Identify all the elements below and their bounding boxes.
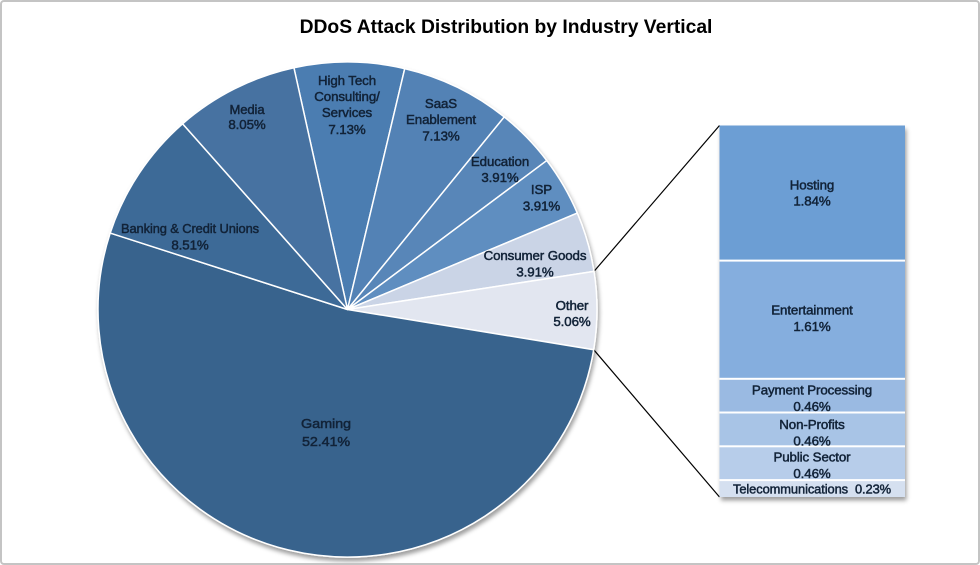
svg-text:Education: Education [471, 154, 529, 169]
svg-text:0.46%: 0.46% [793, 434, 830, 449]
svg-text:Services: Services [322, 105, 373, 120]
svg-text:7.13%: 7.13% [422, 129, 459, 144]
svg-text:Media: Media [230, 102, 266, 117]
svg-text:ISP: ISP [531, 182, 552, 197]
svg-text:Non-Profits: Non-Profits [779, 417, 845, 432]
svg-text:8.05%: 8.05% [228, 117, 265, 132]
svg-text:Gaming: Gaming [301, 416, 351, 431]
svg-text:Hosting: Hosting [790, 178, 834, 193]
svg-text:Entertainment: Entertainment [771, 303, 853, 318]
svg-text:5.06%: 5.06% [553, 314, 590, 329]
svg-text:3.91%: 3.91% [523, 199, 560, 214]
svg-text:7.13%: 7.13% [328, 122, 365, 137]
svg-text:0.46%: 0.46% [793, 466, 830, 481]
svg-text:3.91%: 3.91% [481, 170, 518, 185]
svg-text:Payment Processing: Payment Processing [752, 383, 872, 398]
svg-text:8.51%: 8.51% [171, 238, 208, 253]
svg-text:Public Sector: Public Sector [773, 450, 851, 465]
svg-text:Other: Other [556, 298, 589, 313]
svg-text:52.41%: 52.41% [302, 434, 350, 449]
svg-text:SaaS: SaaS [425, 96, 457, 111]
svg-text:3.91%: 3.91% [516, 265, 553, 280]
svg-text:Banking & Credit Unions: Banking & Credit Unions [121, 221, 259, 236]
svg-text:0.46%: 0.46% [793, 399, 830, 414]
svg-text:1.61%: 1.61% [793, 319, 830, 334]
svg-text:Consumer Goods: Consumer Goods [484, 248, 587, 263]
svg-text:1.84%: 1.84% [793, 194, 830, 209]
svg-text:High Tech: High Tech [318, 73, 376, 88]
svg-text:Telecommunications 0.23%: Telecommunications 0.23% [733, 482, 891, 497]
svg-text:Enablement: Enablement [406, 112, 476, 127]
svg-text:DDoS Attack Distribution by In: DDoS Attack Distribution by Industry Ver… [300, 17, 713, 38]
svg-text:Consulting/: Consulting/ [314, 89, 380, 104]
